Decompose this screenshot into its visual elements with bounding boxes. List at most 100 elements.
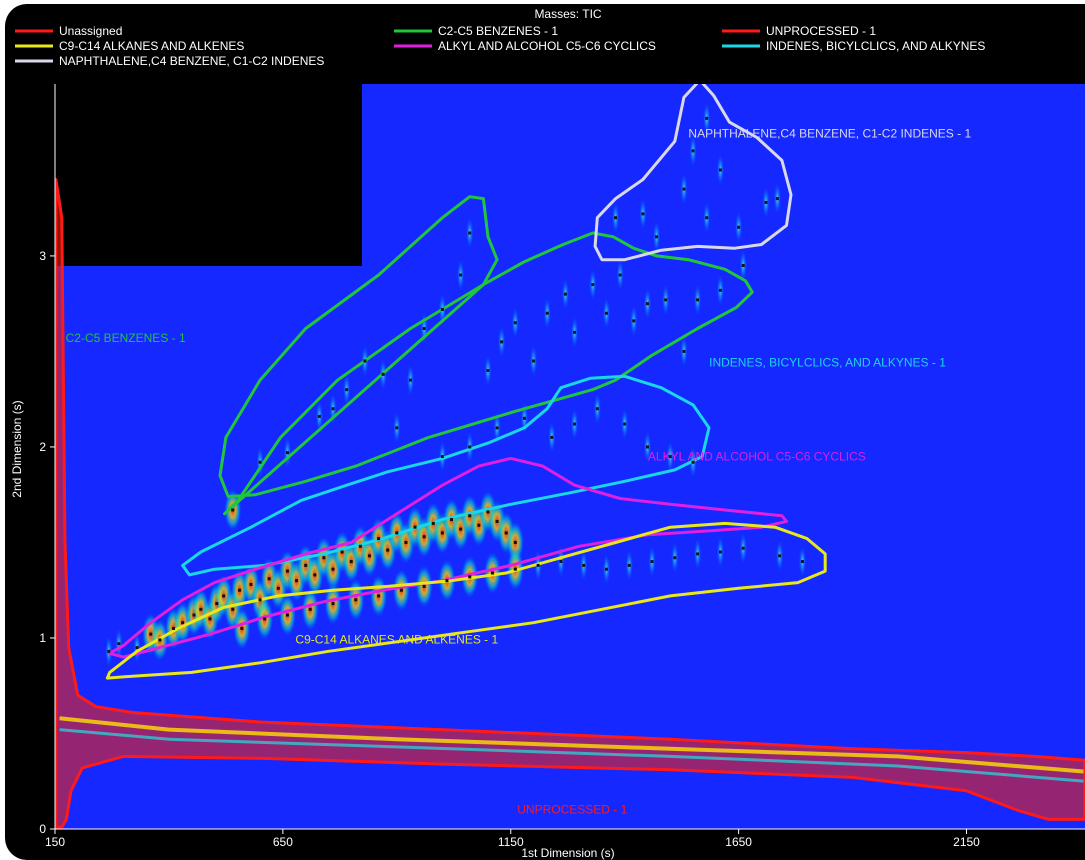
peak-marker <box>395 426 399 430</box>
region-label-alkyl-and-alcohol-c5-c6-cyclics: ALKYL AND ALCOHOL C5-C6 CYCLICS <box>648 449 866 463</box>
peak-marker <box>199 607 203 611</box>
legend-label-alkyl-and-alcohol-c5-c6-cyclics: ALKYL AND ALCOHOL C5-C6 CYCLICS <box>438 39 656 53</box>
peak-marker <box>532 359 536 363</box>
plot-area: C2-C5 BENZENES - 1 NAPHTHALENE,C4 BENZENE… <box>55 84 1085 829</box>
peak-marker <box>231 508 235 512</box>
region-label-c2-c5-benzenes-1: C2-C5 BENZENES - 1 <box>66 331 186 345</box>
peak-marker <box>691 460 695 464</box>
peak-marker <box>408 378 412 382</box>
peak-marker <box>107 649 111 653</box>
region-outline-alkyl-and-alcohol-c5-c6-cyclics <box>108 456 788 659</box>
peak-marker <box>381 372 385 376</box>
peak-marker <box>718 288 722 292</box>
peak-marker <box>513 321 517 325</box>
region-outline-indenes-bicylclics-and-alkynes-1 <box>181 374 711 577</box>
x-tick-label: 2150 <box>953 835 980 849</box>
peak-marker <box>377 537 381 541</box>
peak-marker <box>215 602 219 606</box>
peak-marker <box>468 445 472 449</box>
peak-marker <box>285 613 289 617</box>
peak-marker <box>285 569 289 573</box>
x-tick-label: 1650 <box>725 835 752 849</box>
peak-marker <box>491 571 495 575</box>
peak-marker <box>468 231 472 235</box>
no-data-corner <box>55 84 362 266</box>
peak-marker <box>623 422 627 426</box>
peak-marker <box>559 560 563 564</box>
column-bleed-ridge <box>59 716 1085 774</box>
peak-marker <box>276 586 280 590</box>
peak-marker <box>522 416 526 420</box>
peak-marker <box>563 292 567 296</box>
peak-marker <box>440 455 444 458</box>
peak-marker <box>468 575 472 579</box>
column-bleed-ridge <box>59 728 1085 783</box>
peak-marker <box>171 626 175 630</box>
peak-marker <box>655 235 659 239</box>
peak-marker <box>486 369 490 373</box>
peak-marker <box>668 455 672 458</box>
x-tick-label: 150 <box>45 835 65 849</box>
peak-marker <box>618 273 622 277</box>
peak-marker <box>267 577 271 581</box>
peak-marker <box>513 540 517 544</box>
peak-marker <box>718 550 722 554</box>
peak-marker <box>395 531 399 535</box>
peak-marker <box>440 531 444 535</box>
legend-label-c9-c14-alkanes-and-alkenes: C9-C14 ALKANES AND ALKENES <box>59 39 244 53</box>
peak-marker <box>377 594 381 598</box>
peak-marker <box>181 621 185 625</box>
y-tick-label: 0 <box>39 822 46 836</box>
legend-label-naphthalene-c4-benzene-c1-c2-indenes: NAPHTHALENE,C4 BENZENE, C1-C2 INDENES <box>59 54 324 68</box>
peak-marker <box>468 514 472 518</box>
region-label-naphthalene-c4-benzene-c1-c2-indenes-1: NAPHTHALENE,C4 BENZENE, C1-C2 INDENES - … <box>688 126 971 140</box>
peak-marker <box>604 567 608 571</box>
peak-marker <box>778 554 782 558</box>
peak-marker <box>641 212 645 216</box>
peak-marker <box>741 546 745 550</box>
peak-marker <box>440 307 444 311</box>
peak-marker <box>192 613 196 617</box>
peak-marker <box>741 263 745 267</box>
peak-marker <box>632 319 636 323</box>
peak-marker <box>550 435 554 439</box>
peak-marker <box>386 548 390 552</box>
region-outline-c9-c14-alkanes-and-alkenes-1 <box>105 521 827 680</box>
peak-marker <box>331 567 335 571</box>
peak-marker <box>673 556 677 560</box>
peak-marker <box>158 638 162 642</box>
peak-marker <box>477 523 481 527</box>
peak-marker <box>513 567 517 571</box>
peak-marker <box>231 607 235 611</box>
peak-marker <box>222 594 226 598</box>
peak-marker <box>645 302 649 306</box>
region-outlines <box>55 84 1085 829</box>
peak-marker <box>345 388 349 392</box>
peak-marker <box>358 544 362 548</box>
peak-marker <box>354 598 358 602</box>
peak-marker <box>775 197 779 201</box>
region-outline-unprocessed-1 <box>55 178 1085 829</box>
peak-marker <box>413 525 417 529</box>
peak-marker <box>691 149 695 153</box>
peak-marker <box>764 200 768 204</box>
peak-marker <box>313 573 317 577</box>
region-labels: C2-C5 BENZENES - 1 NAPHTHALENE,C4 BENZENE… <box>66 126 972 816</box>
peak-marker <box>682 187 686 191</box>
axes: 150 650 1150 1650 2150 0 1 2 3 <box>39 84 1085 849</box>
peak-marker <box>349 560 353 564</box>
peak-marker <box>582 563 586 567</box>
peak-marker <box>450 518 454 522</box>
peak-marker <box>604 311 608 315</box>
peak-marker <box>800 560 804 564</box>
peak-marker <box>737 225 741 229</box>
peak-marker <box>696 552 700 556</box>
peak-marker <box>331 407 335 411</box>
peak-marker <box>322 556 326 560</box>
peak-marker <box>331 602 335 606</box>
y-tick-label: 3 <box>39 249 46 263</box>
region-outline-c2-c5-benzenes-1 <box>218 195 754 516</box>
peak-marker <box>399 588 403 592</box>
peak-marker <box>431 521 435 525</box>
peak-marker <box>285 451 289 455</box>
